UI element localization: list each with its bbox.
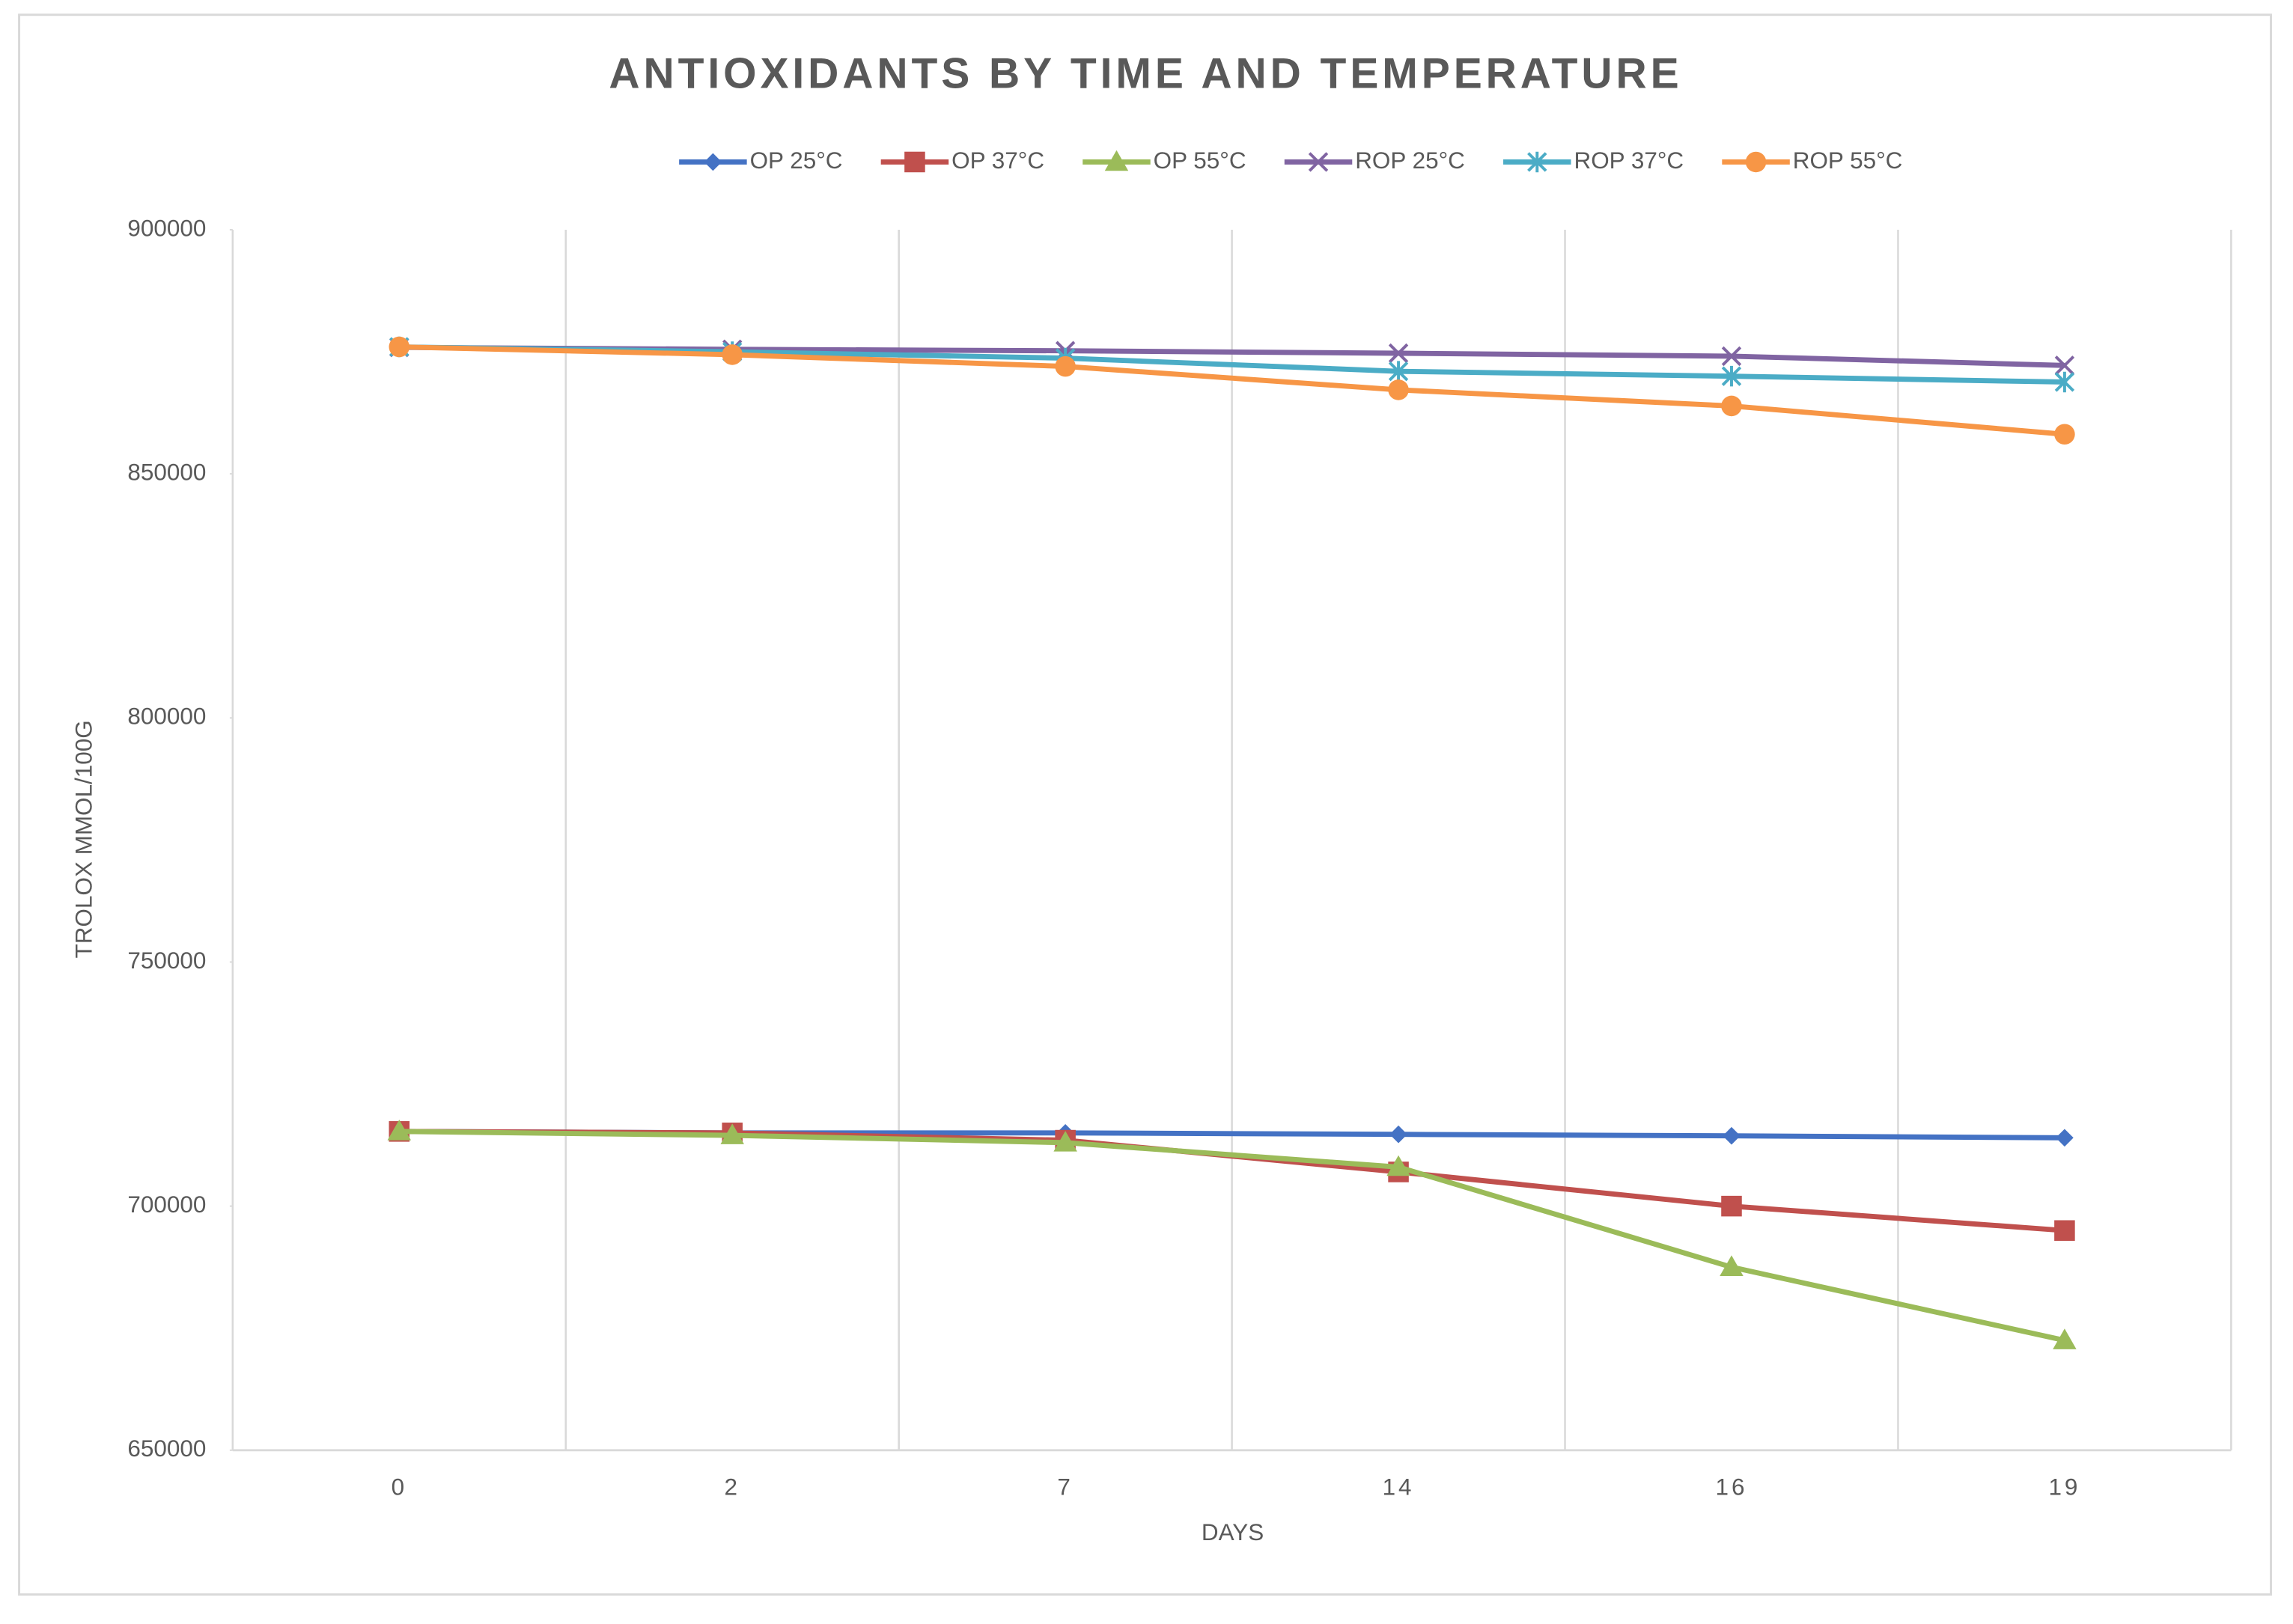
x-tick-label: 16 [1716, 1474, 1748, 1500]
legend-item: ROP 37°C [1503, 147, 1684, 174]
data-point [2054, 424, 2075, 445]
x-tick-label: 7 [1057, 1474, 1073, 1500]
y-tick-label: 850000 [127, 459, 206, 485]
data-point [389, 336, 410, 358]
data-point [1721, 1195, 1742, 1217]
legend-label: ROP 55°C [1793, 147, 1903, 174]
legend-marker [904, 151, 925, 173]
data-point [1388, 379, 1409, 400]
x-tick-label: 14 [1383, 1474, 1415, 1500]
series-line [399, 344, 2065, 437]
x-tick-label: 0 [392, 1474, 407, 1500]
y-tick-label: 750000 [127, 947, 206, 974]
data-point [1721, 395, 1742, 417]
legend-marker [1308, 152, 1329, 172]
y-tick-label: 800000 [127, 703, 206, 730]
data-point [1386, 1155, 1410, 1176]
y-tick-label: 650000 [127, 1435, 206, 1462]
legend-label: ROP 25°C [1355, 147, 1465, 174]
data-point [1053, 1131, 1077, 1152]
legend-label: ROP 37°C [1574, 147, 1684, 174]
data-point [722, 344, 743, 365]
legend-item: OP 55°C [1082, 147, 1246, 174]
y-axis-title: TROLOX MMOL/100G [70, 720, 97, 958]
legend-marker [1104, 150, 1129, 171]
x-tick-label: 2 [724, 1474, 740, 1500]
data-point [1389, 1125, 1407, 1144]
y-tick-label: 900000 [127, 215, 206, 241]
x-tick-label: 19 [2048, 1474, 2080, 1500]
data-point [1720, 1255, 1744, 1276]
legend-item: ROP 55°C [1722, 147, 1902, 174]
data-point [1723, 1126, 1741, 1145]
chart-border [18, 13, 2272, 1596]
chart-title: ANTIOXIDANTS BY TIME AND TEMPERATURE [609, 49, 1682, 97]
legend-marker [704, 153, 722, 171]
data-point [2054, 1220, 2075, 1242]
data-point [2053, 1328, 2077, 1349]
legend-label: OP 55°C [1154, 147, 1246, 174]
legend-marker [1745, 151, 1767, 173]
data-point [1388, 361, 1409, 382]
data-point [1721, 346, 1742, 367]
y-tick-label: 700000 [127, 1191, 206, 1218]
legend-item: OP 37°C [880, 147, 1044, 174]
legend-label: OP 37°C [951, 147, 1044, 174]
data-point [1721, 365, 1742, 387]
data-point [720, 1123, 744, 1144]
legend: OP 25°C OP 37°C OP 55°C ROP 25°C ROP 37°C ROP… [679, 147, 1902, 174]
data-point [2054, 371, 2075, 393]
legend-item: OP 25°C [679, 147, 843, 174]
x-axis-title: DAYS [1202, 1519, 1264, 1545]
data-point [1388, 343, 1409, 364]
legend-item: ROP 25°C [1284, 147, 1465, 174]
data-point [387, 1120, 412, 1141]
legend-marker [1527, 151, 1547, 173]
data-point [1055, 355, 1076, 377]
series-line [399, 1129, 2065, 1343]
data-point [2054, 355, 2075, 376]
legend-label: OP 25°C [750, 147, 843, 174]
